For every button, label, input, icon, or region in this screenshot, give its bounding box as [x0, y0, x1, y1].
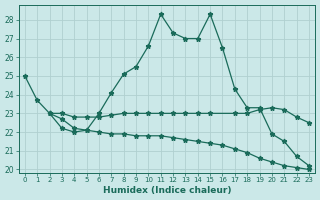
X-axis label: Humidex (Indice chaleur): Humidex (Indice chaleur)	[103, 186, 231, 195]
